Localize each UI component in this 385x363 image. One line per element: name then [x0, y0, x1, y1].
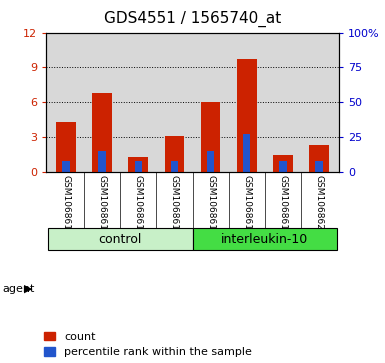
Bar: [309, 145, 329, 172]
Bar: [56, 122, 76, 172]
Bar: [243, 134, 251, 172]
Bar: [237, 60, 257, 172]
Text: GSM1068618: GSM1068618: [278, 175, 287, 236]
Bar: [134, 161, 142, 172]
Text: GSM1068613: GSM1068613: [62, 175, 70, 236]
Text: GSM1068616: GSM1068616: [242, 175, 251, 236]
Text: GSM1068615: GSM1068615: [98, 175, 107, 236]
Text: GSM1068614: GSM1068614: [206, 175, 215, 235]
FancyBboxPatch shape: [192, 228, 337, 250]
Text: GSM1068619: GSM1068619: [170, 175, 179, 236]
Bar: [171, 161, 178, 172]
Text: ▶: ▶: [24, 284, 33, 294]
Bar: [62, 161, 70, 172]
Text: interleukin-10: interleukin-10: [221, 233, 308, 246]
Text: agent: agent: [2, 284, 34, 294]
Bar: [164, 136, 184, 172]
Bar: [279, 161, 286, 172]
Bar: [207, 151, 214, 172]
Bar: [315, 161, 323, 172]
Text: GDS4551 / 1565740_at: GDS4551 / 1565740_at: [104, 11, 281, 27]
Text: control: control: [99, 233, 142, 246]
Bar: [92, 93, 112, 172]
Bar: [128, 157, 148, 172]
Bar: [99, 151, 106, 172]
Bar: [273, 155, 293, 172]
Text: GSM1068620: GSM1068620: [315, 175, 323, 235]
Legend: count, percentile rank within the sample: count, percentile rank within the sample: [44, 332, 252, 358]
Bar: [201, 102, 221, 172]
FancyBboxPatch shape: [48, 228, 192, 250]
Text: GSM1068617: GSM1068617: [134, 175, 143, 236]
